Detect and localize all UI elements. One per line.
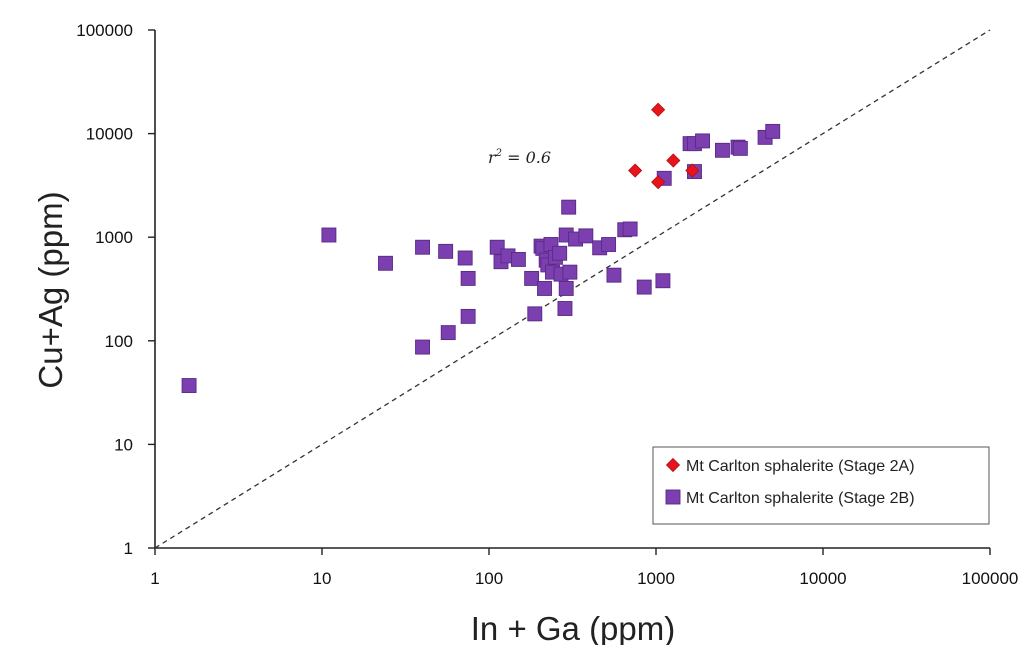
legend-diamond-marker	[665, 457, 681, 473]
data-point-stage-2b	[715, 142, 730, 158]
r-label: r	[488, 148, 497, 167]
data-point-stage-2b	[636, 279, 652, 295]
y-tick-label: 100000	[76, 21, 133, 40]
x-tick-label: 1000	[637, 569, 675, 588]
x-tick-label: 10000	[799, 569, 846, 588]
legend-label-stage-2b: Mt Carlton sphalerite (Stage 2B)	[686, 490, 915, 507]
axes	[154, 30, 990, 549]
data-points	[181, 102, 781, 393]
data-point-stage-2b	[578, 228, 594, 244]
data-point-stage-2b	[524, 270, 540, 286]
data-point-stage-2b	[557, 301, 573, 316]
data-point-stage-2b	[655, 273, 671, 289]
ticks: 1 10 100 1000 10000 100000 1 10 100 1000 10000 1000…	[76, 21, 1018, 588]
legend-square-marker	[665, 489, 681, 505]
data-point-stage-2b	[321, 227, 337, 243]
y-tick-label: 10000	[86, 125, 133, 144]
y-tick-label: 1	[124, 539, 133, 558]
data-point-stage-2b	[765, 123, 781, 139]
legend-label-stage-2a: Mt Carlton sphalerite (Stage 2A)	[686, 458, 915, 475]
r-squared-annotation: r2 = 0.6	[488, 148, 551, 167]
legend-box	[652, 446, 990, 525]
legend-marker-stage-2a	[665, 457, 681, 473]
r-power: 2	[495, 148, 502, 159]
data-point-stage-2b	[601, 237, 617, 252]
r-value: = 0.6	[502, 148, 551, 167]
x-tick-label: 100	[475, 569, 503, 588]
data-point-stage-2a	[651, 102, 666, 117]
data-point-stage-2a	[685, 163, 700, 178]
x-tick-label: 1	[150, 569, 159, 588]
data-point-stage-2b	[510, 251, 526, 267]
one-to-one-reference-line	[154, 29, 991, 549]
data-point-stage-2b	[460, 270, 476, 286]
data-point-stage-2b	[438, 243, 454, 259]
data-point-stage-2b	[527, 306, 543, 322]
data-point-stage-2b	[558, 281, 574, 296]
data-point-stage-2b	[415, 339, 430, 355]
data-point-stage-2b	[561, 199, 577, 215]
data-point-stage-2b	[181, 378, 197, 393]
data-point-stage-2b	[415, 239, 430, 255]
data-point-stage-2b	[732, 140, 748, 156]
x-tick-label: 100000	[962, 569, 1019, 588]
x-axis-title: In + Ga (ppm)	[471, 610, 676, 645]
data-point-stage-2b	[606, 267, 622, 283]
y-tick-label: 1000	[95, 228, 133, 247]
data-point-stage-2b	[460, 308, 476, 324]
data-point-stage-2a	[651, 175, 666, 190]
y-tick-label: 100	[105, 332, 133, 351]
data-point-stage-2b	[695, 133, 711, 149]
data-point-stage-2b	[440, 325, 456, 341]
legend: Mt Carlton sphalerite (Stage 2A) Mt Carl…	[652, 446, 990, 525]
data-point-stage-2b	[457, 250, 473, 266]
data-point-stage-2b	[552, 245, 568, 261]
data-point-stage-2b	[537, 281, 552, 296]
data-point-stage-2a	[628, 163, 643, 178]
x-tick-label: 10	[313, 569, 332, 588]
data-point-stage-2b	[562, 264, 578, 280]
data-point-stage-2b	[378, 255, 393, 271]
y-tick-label: 10	[114, 435, 133, 454]
y-axis-title: Cu+Ag (ppm)	[32, 191, 69, 388]
data-point-stage-2a	[666, 153, 681, 168]
data-point-stage-2b	[622, 221, 638, 237]
legend-marker-stage-2b	[665, 489, 681, 505]
